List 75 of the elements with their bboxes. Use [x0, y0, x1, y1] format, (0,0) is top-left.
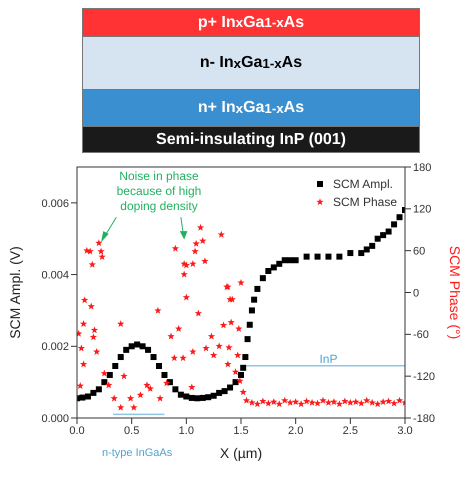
x-tick-label: 0.0 — [69, 424, 85, 437]
point — [391, 221, 398, 228]
point — [380, 232, 386, 238]
point — [172, 386, 178, 392]
point — [84, 393, 91, 400]
point — [254, 286, 260, 292]
point — [265, 268, 272, 274]
point — [238, 372, 244, 378]
point — [248, 307, 255, 314]
y2-tick-label: 180 — [413, 162, 432, 174]
legend-label: SCM Ampl. — [332, 176, 393, 193]
point — [386, 228, 392, 235]
point — [210, 392, 217, 399]
y-tick-label: 0.004 — [41, 269, 69, 282]
point — [369, 242, 376, 249]
y2-tick-label: -120 — [413, 371, 436, 384]
point — [240, 364, 246, 371]
point — [251, 296, 258, 303]
point — [178, 392, 184, 398]
point — [270, 264, 277, 270]
y2-tick-label: 0 — [413, 287, 420, 300]
point — [222, 388, 228, 394]
point — [364, 246, 370, 252]
point — [79, 394, 86, 401]
y-tick-label: 0.002 — [41, 341, 69, 354]
point — [336, 254, 342, 260]
x-tick-label: 3.0 — [397, 424, 413, 437]
point — [232, 379, 239, 386]
point — [145, 346, 152, 353]
y2-tick-label: 60 — [413, 246, 426, 258]
y-tick-label: 0.006 — [41, 198, 69, 210]
point — [242, 354, 248, 360]
point — [374, 236, 381, 242]
y-tick-label: 0.000 — [41, 412, 69, 425]
point — [244, 336, 251, 342]
point — [150, 354, 157, 360]
point — [347, 250, 354, 256]
point — [358, 250, 364, 256]
point — [292, 257, 299, 264]
point — [396, 214, 403, 220]
point — [112, 363, 118, 370]
y2-tick-label: 120 — [413, 204, 432, 216]
x-tick-label: 2.0 — [288, 424, 304, 437]
legend-label: SCM Phase — [332, 194, 397, 211]
x-tick-label: 1.0 — [178, 424, 194, 437]
y-axis-title: SCM Ampl. (V) — [6, 246, 23, 339]
point — [325, 254, 332, 260]
point — [260, 275, 266, 282]
point — [246, 322, 253, 328]
point — [128, 343, 135, 350]
text: n-type InGaAs — [100, 447, 174, 459]
point — [123, 346, 130, 353]
point — [161, 372, 168, 378]
x-tick-label: 1.5 — [233, 424, 249, 437]
point — [276, 260, 282, 267]
y2-tick-label: -180 — [413, 412, 436, 425]
point — [140, 343, 146, 350]
point — [156, 363, 162, 370]
y2-axis-title: SCM Phase (°) — [447, 246, 464, 340]
point — [304, 254, 310, 260]
point — [101, 379, 108, 386]
annotation: Noise in phase because of high doping density — [116, 169, 202, 214]
annotation: InP — [318, 352, 338, 366]
point — [227, 384, 234, 391]
point — [118, 354, 124, 360]
y2-tick-label: -60 — [413, 329, 429, 342]
x-axis-title: X (µm) — [218, 445, 264, 461]
point — [96, 386, 102, 392]
point — [216, 390, 222, 396]
point — [90, 390, 96, 396]
x-tick-label: 0.5 — [124, 424, 140, 437]
point — [106, 372, 113, 378]
x-tick-label: 2.5 — [342, 424, 358, 437]
point — [282, 257, 288, 264]
point — [314, 254, 321, 260]
